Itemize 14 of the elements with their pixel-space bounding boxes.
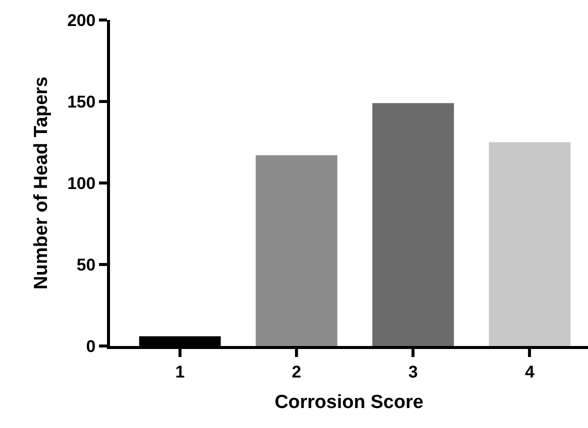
bar: [488, 142, 571, 346]
bar: [372, 103, 454, 346]
y-tick-label: 100: [67, 174, 96, 193]
y-tick-label: 150: [67, 92, 96, 112]
x-tick-label: 2: [292, 362, 302, 382]
x-tick-label: 1: [175, 362, 185, 382]
y-tick-label: 0: [86, 336, 96, 356]
y-tick-label: 50: [76, 255, 96, 274]
y-tick-label: 200: [67, 10, 96, 30]
x-tick-label: 3: [408, 362, 418, 382]
x-axis-title: Corrosion Score: [274, 392, 424, 414]
y-axis-title: Number of Head Tapers: [31, 76, 52, 290]
bar: [256, 155, 338, 346]
x-tick-label: 4: [524, 362, 535, 382]
